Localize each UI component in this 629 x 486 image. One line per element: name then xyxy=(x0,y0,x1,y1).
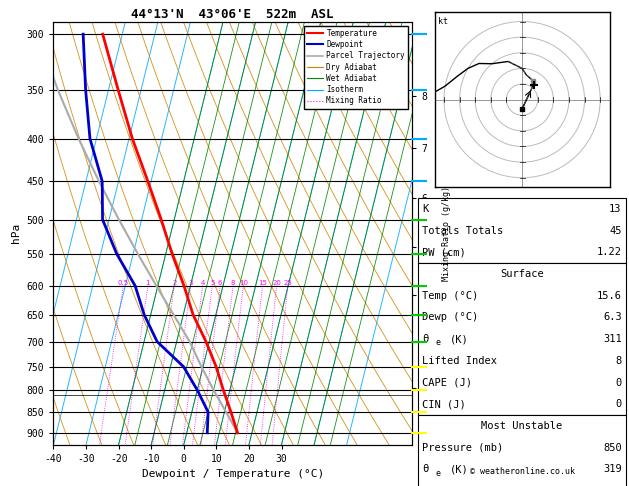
FancyBboxPatch shape xyxy=(418,415,626,486)
Text: LCL: LCL xyxy=(419,390,434,399)
Text: (K): (K) xyxy=(449,334,468,344)
Text: 8: 8 xyxy=(615,356,621,366)
Text: 0: 0 xyxy=(615,378,621,387)
Text: 10: 10 xyxy=(239,279,248,286)
Text: 15: 15 xyxy=(258,279,267,286)
Text: 5: 5 xyxy=(210,279,214,286)
Y-axis label: km
ASL: km ASL xyxy=(439,223,457,244)
Text: e: e xyxy=(436,469,441,478)
Text: 4: 4 xyxy=(201,279,205,286)
Text: Mixing Ratio (g/kg): Mixing Ratio (g/kg) xyxy=(442,186,451,281)
FancyBboxPatch shape xyxy=(418,263,626,415)
X-axis label: Dewpoint / Temperature (°C): Dewpoint / Temperature (°C) xyxy=(142,469,324,479)
Text: Lifted Index: Lifted Index xyxy=(423,356,498,366)
Text: e: e xyxy=(436,338,441,347)
Text: 2: 2 xyxy=(172,279,177,286)
Text: Surface: Surface xyxy=(500,269,544,279)
Y-axis label: hPa: hPa xyxy=(11,223,21,243)
Text: 1.22: 1.22 xyxy=(597,247,621,258)
Text: K: K xyxy=(423,204,429,214)
Text: θ: θ xyxy=(423,334,429,344)
Text: 25: 25 xyxy=(284,279,292,286)
Text: 15.6: 15.6 xyxy=(597,291,621,301)
Text: 319: 319 xyxy=(603,464,621,474)
Text: 13: 13 xyxy=(610,204,621,214)
Text: Temp (°C): Temp (°C) xyxy=(423,291,479,301)
Text: CAPE (J): CAPE (J) xyxy=(423,378,472,387)
Text: 45: 45 xyxy=(610,226,621,236)
Text: kt: kt xyxy=(438,17,448,26)
Text: Pressure (mb): Pressure (mb) xyxy=(423,443,504,452)
Text: PW (cm): PW (cm) xyxy=(423,247,466,258)
Text: θ: θ xyxy=(423,464,429,474)
Legend: Temperature, Dewpoint, Parcel Trajectory, Dry Adiabat, Wet Adiabat, Isotherm, Mi: Temperature, Dewpoint, Parcel Trajectory… xyxy=(304,26,408,108)
Text: 0.5: 0.5 xyxy=(118,279,129,286)
Text: CIN (J): CIN (J) xyxy=(423,399,466,409)
Title: 44°13'N  43°06'E  522m  ASL: 44°13'N 43°06'E 522m ASL xyxy=(131,8,334,21)
Text: 311: 311 xyxy=(603,334,621,344)
Text: (K): (K) xyxy=(449,464,468,474)
Text: Dewp (°C): Dewp (°C) xyxy=(423,312,479,323)
Text: 6: 6 xyxy=(218,279,223,286)
Text: 850: 850 xyxy=(603,443,621,452)
Text: Most Unstable: Most Unstable xyxy=(481,421,563,431)
Text: 1: 1 xyxy=(146,279,150,286)
Text: Totals Totals: Totals Totals xyxy=(423,226,504,236)
Text: 3: 3 xyxy=(189,279,193,286)
FancyBboxPatch shape xyxy=(418,198,626,263)
Text: © weatheronline.co.uk: © weatheronline.co.uk xyxy=(470,468,574,476)
Text: 18.04.2024  03GMT  (Base: 00): 18.04.2024 03GMT (Base: 00) xyxy=(437,12,607,22)
Text: 8: 8 xyxy=(231,279,235,286)
Text: 6.3: 6.3 xyxy=(603,312,621,323)
Text: 20: 20 xyxy=(272,279,281,286)
Text: 0: 0 xyxy=(615,399,621,409)
